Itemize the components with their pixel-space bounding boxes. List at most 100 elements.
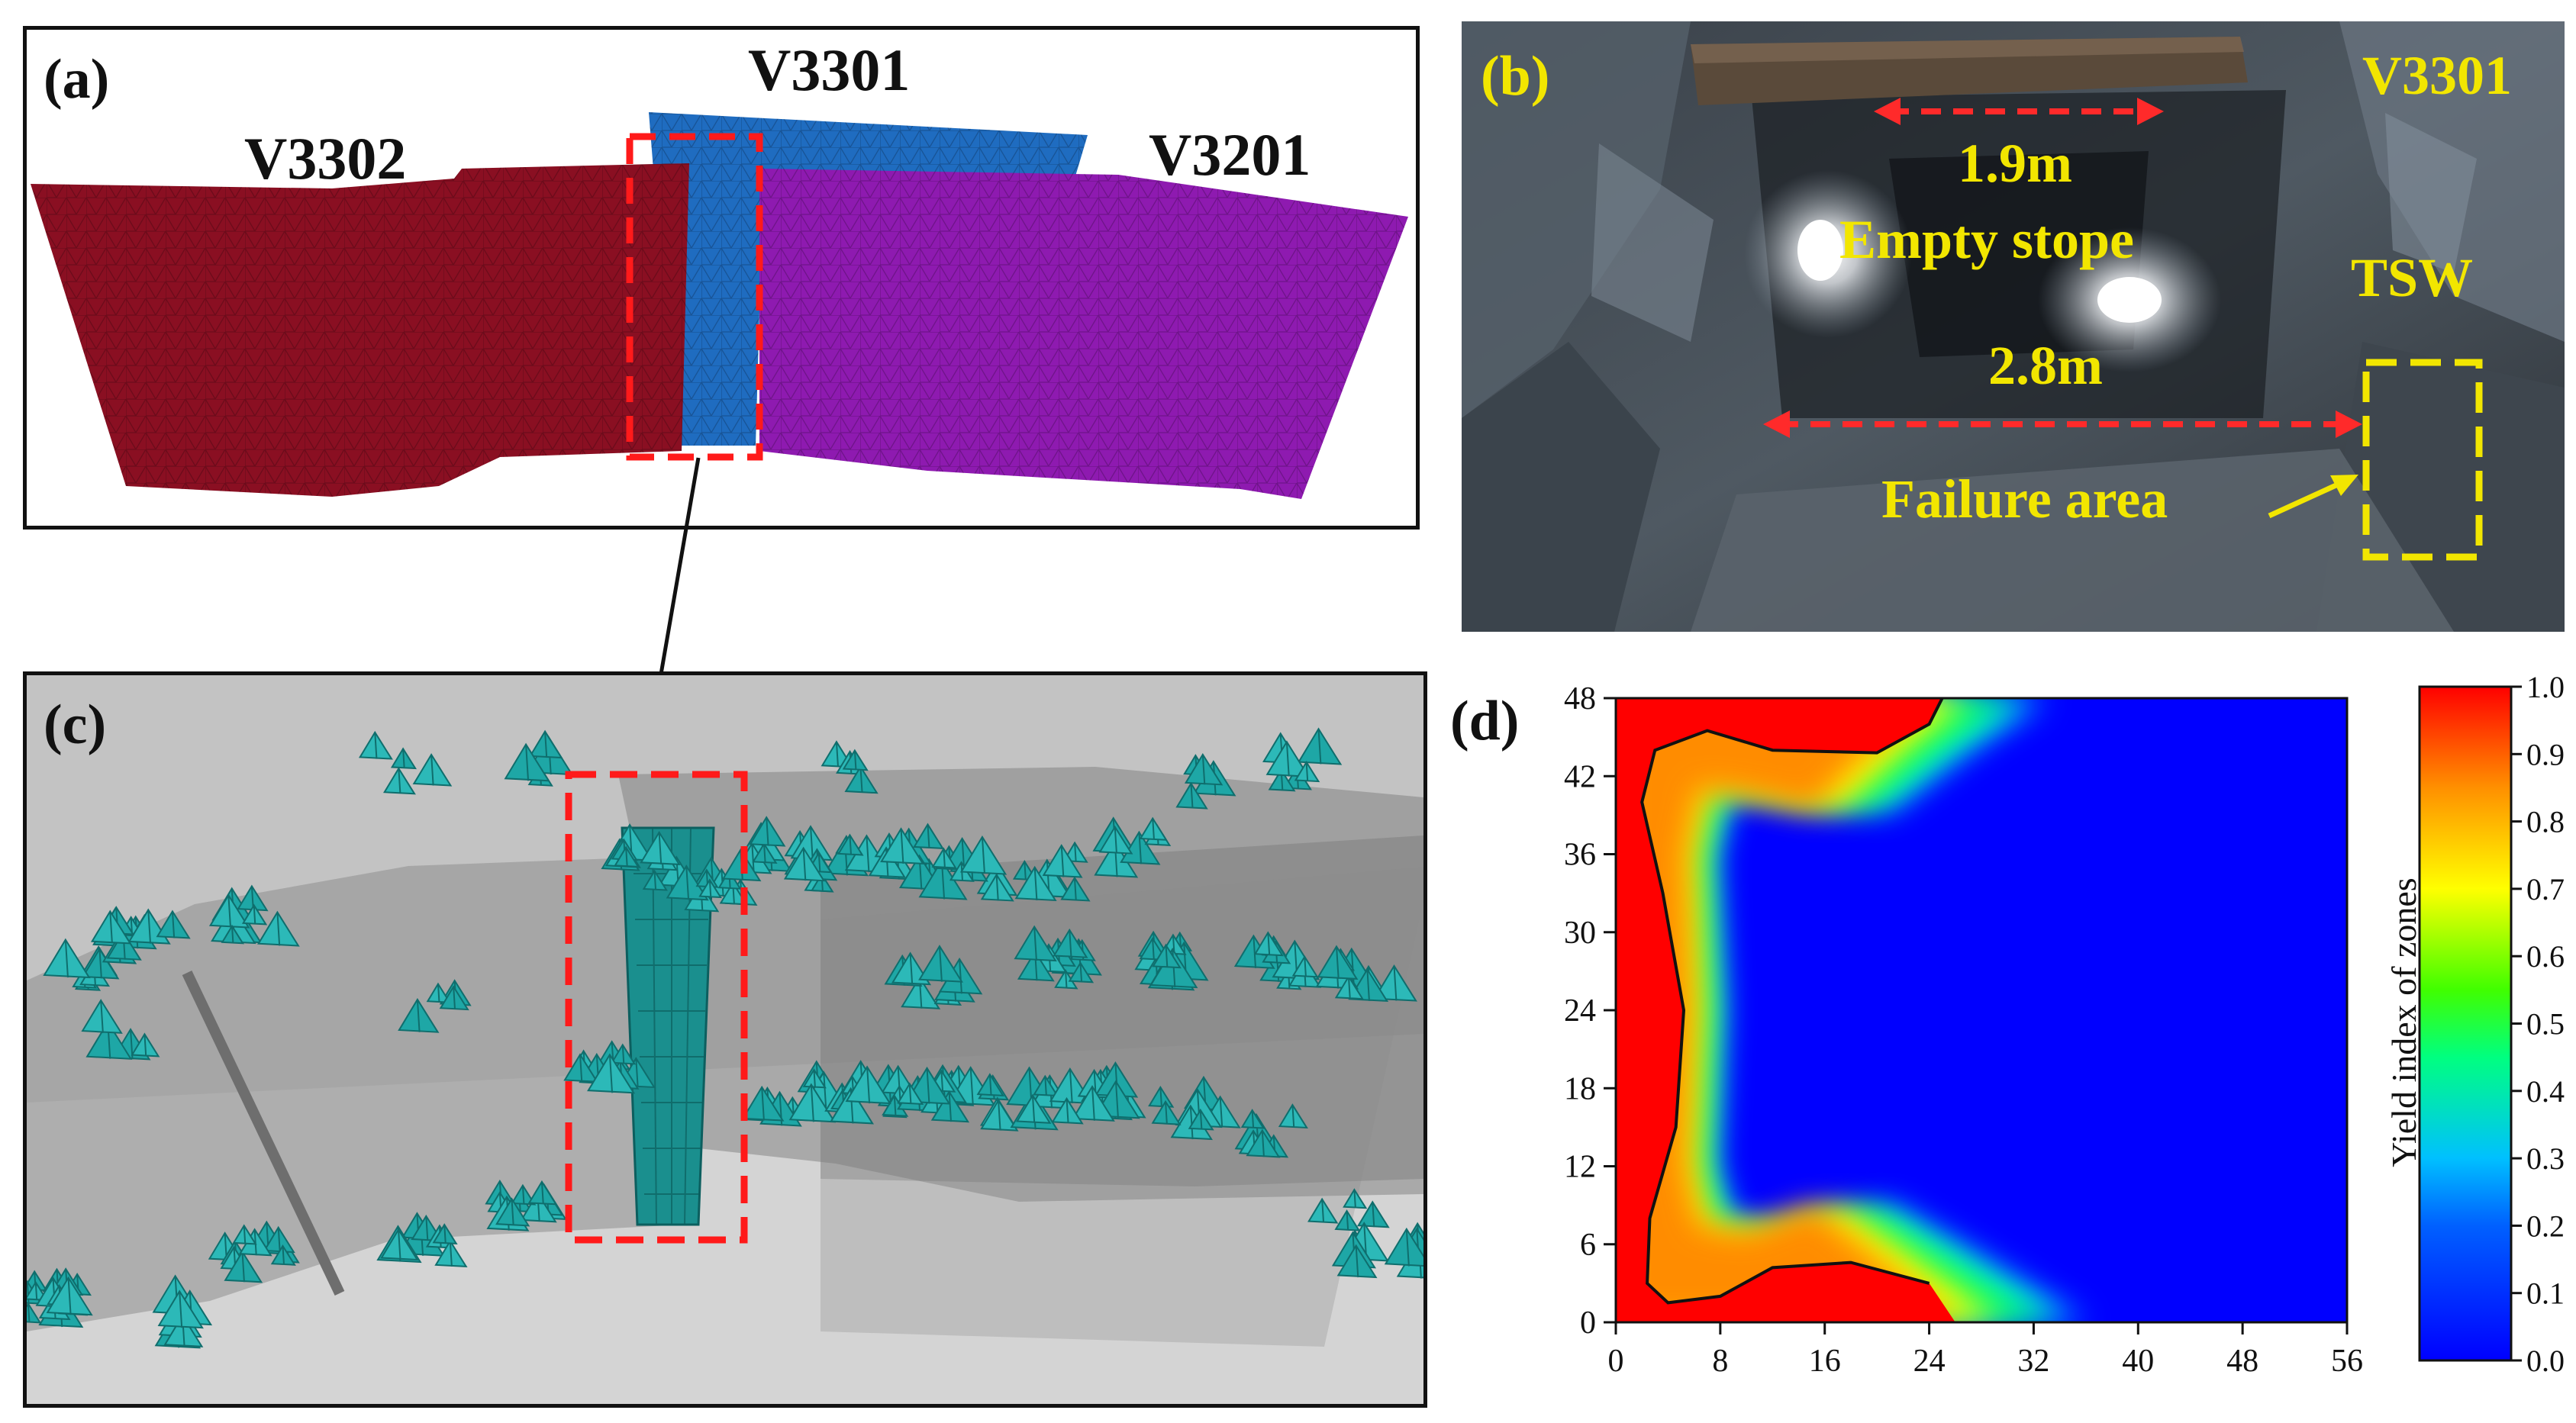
yield-element <box>221 924 244 945</box>
yield-element <box>156 909 191 939</box>
yield-element <box>845 1065 891 1105</box>
y-tick-label: 18 <box>1564 1071 1596 1106</box>
colorbar <box>2418 685 2513 1362</box>
yielded-elements <box>27 727 1423 1349</box>
yield-element <box>27 1302 42 1324</box>
y-tick-label: 12 <box>1564 1150 1596 1185</box>
yield-element <box>587 1053 636 1094</box>
yield-element <box>611 1043 637 1065</box>
yield-element <box>1317 945 1359 980</box>
yield-element <box>1151 1099 1182 1125</box>
yield-index-chart: 0 8 16 24 32 40 48 56 0 6 12 18 24 30 36 42 48 0.0 0.1 0.2… <box>1564 670 2565 1379</box>
yield-element <box>1072 1085 1115 1122</box>
panel-d: 0 8 16 24 32 40 48 56 0 6 12 18 24 30 36 42 48 0.0 0.1 0.2… <box>1450 664 2565 1419</box>
colorbar-tick-label: 1.0 <box>2526 670 2565 704</box>
yield-element <box>1356 1200 1390 1228</box>
yield-element <box>1148 1085 1175 1108</box>
yield-element <box>563 1053 599 1083</box>
yield-element <box>241 903 268 926</box>
yield-element <box>1253 931 1284 957</box>
colorbar-tick-label: 0.6 <box>2526 939 2565 974</box>
yield-element <box>232 1224 257 1245</box>
colorbar-tick-label: 0.5 <box>2526 1007 2565 1041</box>
panel-c-tag: (c) <box>44 694 107 756</box>
y-tick-label: 6 <box>1580 1228 1596 1263</box>
yield-element <box>1068 961 1095 984</box>
yield-element <box>46 1276 93 1316</box>
yield-element <box>1042 844 1083 878</box>
label-1-9m: 1.9m <box>1958 133 2072 194</box>
yield-element <box>905 1066 951 1105</box>
colorbar-tick-label: 0.0 <box>2526 1344 2565 1378</box>
yield-element <box>1373 964 1417 1002</box>
colorbar-tick-label: 0.3 <box>2526 1141 2565 1176</box>
panel-b-tag: (b) <box>1481 45 1550 108</box>
yield-element <box>1098 825 1133 855</box>
yield-element <box>749 816 786 847</box>
panel-a-model <box>31 112 1408 499</box>
yield-element <box>1294 760 1320 783</box>
yield-element <box>434 1239 468 1268</box>
yield-element <box>842 749 869 771</box>
yield-element <box>1384 1227 1423 1267</box>
yield-element <box>527 1180 558 1206</box>
y-tick-label: 48 <box>1564 681 1596 716</box>
yield-element <box>1334 1209 1361 1231</box>
y-tick-label: 24 <box>1564 993 1596 1029</box>
yield-element <box>880 827 924 865</box>
panel-a-tag: (a) <box>44 48 110 111</box>
label-v3302: V3302 <box>244 125 407 192</box>
yield-element <box>1033 1074 1059 1097</box>
yield-element <box>783 846 826 882</box>
yield-element <box>976 1073 1005 1096</box>
yield-element <box>1051 1096 1084 1125</box>
yield-element <box>1265 740 1311 777</box>
yield-element <box>390 747 418 770</box>
y-tick-label: 30 <box>1564 916 1596 951</box>
column-highlight-box <box>565 771 748 1244</box>
x-tick-label: 0 <box>1608 1344 1624 1379</box>
yield-element <box>256 910 300 947</box>
yield-element <box>614 845 640 868</box>
colorbar-label: Yield index of zones <box>2384 877 2423 1167</box>
yield-element <box>1060 876 1091 902</box>
x-tick-label: 8 <box>1712 1344 1728 1379</box>
yield-element <box>930 1090 970 1123</box>
yield-contour-line <box>1640 698 1944 1305</box>
yield-element <box>980 1099 1019 1132</box>
y-tick-label: 42 <box>1564 759 1596 794</box>
yield-element <box>980 873 1014 902</box>
yield-element <box>90 909 132 945</box>
yield-element <box>398 998 440 1033</box>
yield-element <box>358 730 393 760</box>
label-2-8m: 2.8m <box>1988 335 2103 396</box>
yield-element <box>1307 1197 1339 1224</box>
yield-element <box>1120 830 1161 865</box>
yield-element <box>1184 752 1224 786</box>
x-tick-label: 24 <box>1913 1344 1946 1379</box>
yield-element <box>1240 1109 1265 1129</box>
yield-element <box>1291 955 1319 978</box>
panel-b-corner-label: V3301 <box>2362 45 2512 106</box>
yield-element <box>1175 781 1208 810</box>
x-tick-label: 48 <box>2226 1344 2258 1379</box>
panel-b: (b) V3301 1.9m Empty stope TSW 2.8m Fail… <box>1462 21 2565 632</box>
colorbar-tick-label: 0.4 <box>2526 1074 2565 1109</box>
yield-element <box>380 1228 419 1261</box>
yield-element <box>741 1085 785 1122</box>
yield-element <box>1152 943 1182 969</box>
yield-element <box>1014 865 1057 902</box>
panel-d-tag: (d) <box>1450 690 1520 752</box>
contact-yield-column <box>622 828 714 1225</box>
yield-element <box>504 742 550 782</box>
x-tick-label: 32 <box>2017 1344 2049 1379</box>
yield-element <box>1246 1128 1281 1158</box>
y-tick-label: 36 <box>1564 838 1596 873</box>
label-empty-stope: Empty stope <box>1839 209 2135 270</box>
yield-element <box>918 945 963 983</box>
yield-element <box>642 869 669 891</box>
yield-element <box>1014 925 1057 962</box>
panel-c-model <box>27 675 1423 1404</box>
yield-element <box>837 833 864 856</box>
yield-element <box>382 767 416 795</box>
